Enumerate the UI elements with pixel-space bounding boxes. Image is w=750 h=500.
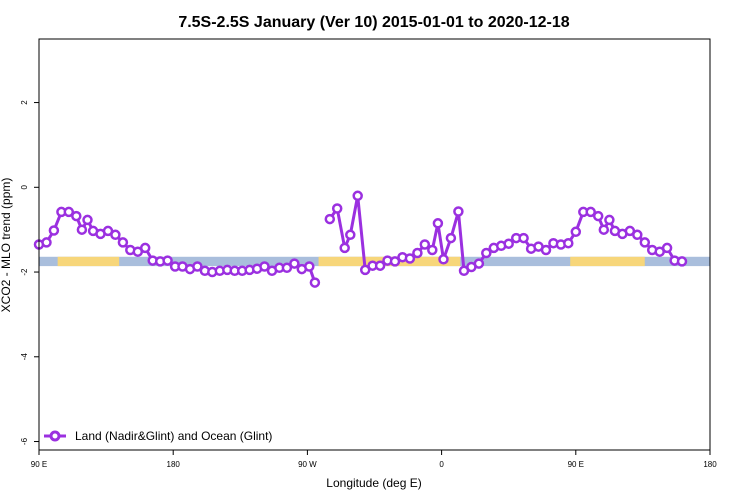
data-point-1-39 bbox=[604, 214, 615, 226]
data-point-1-5 bbox=[359, 264, 371, 276]
data-point-1-22 bbox=[481, 247, 492, 259]
data-point-0-18 bbox=[162, 255, 173, 266]
data-point-0-34 bbox=[281, 262, 293, 274]
data-point-1-37 bbox=[592, 210, 604, 222]
data-point-1-7 bbox=[374, 260, 386, 271]
data-point-1-2 bbox=[339, 242, 350, 254]
data-point-1-11 bbox=[404, 253, 416, 264]
data-point-1-25 bbox=[503, 238, 514, 249]
data-point-0-2 bbox=[48, 225, 60, 236]
y-axis: 2 0 -2 -4 -6 bbox=[20, 100, 39, 445]
data-point-1-0 bbox=[324, 213, 336, 225]
y-tick-label-0: 2 bbox=[20, 100, 29, 105]
y-tick-label-4: -6 bbox=[20, 437, 29, 445]
x-tick-label-3: 0 bbox=[439, 460, 444, 469]
data-point-0-38 bbox=[309, 277, 321, 288]
data-point-1-17 bbox=[445, 232, 457, 244]
data-point-1-4 bbox=[352, 190, 363, 202]
data-point-0-15 bbox=[139, 242, 151, 254]
x-axis-label: Longitude (deg E) bbox=[326, 476, 421, 490]
data-point-1-1 bbox=[331, 203, 343, 214]
data-point-1-18 bbox=[453, 206, 464, 217]
plot-frame bbox=[38, 38, 711, 451]
y-tick-label-3: -4 bbox=[20, 353, 29, 361]
data-point-1-47 bbox=[661, 242, 673, 254]
data-point-0-37 bbox=[304, 261, 315, 272]
data-point-0-31 bbox=[259, 261, 270, 272]
data-point-0-35 bbox=[289, 258, 300, 269]
data-point-1-27 bbox=[518, 232, 529, 244]
x-tick-label-2: 90 W bbox=[298, 460, 317, 469]
data-point-1-34 bbox=[570, 226, 582, 238]
x-tick-label-4: 90 E bbox=[568, 460, 584, 469]
chart-title: 7.5S-2.5S January (Ver 10) 2015-01-01 to… bbox=[178, 14, 569, 31]
data-point-0-5 bbox=[71, 210, 82, 222]
data-point-1-44 bbox=[639, 237, 651, 248]
data-point-1-43 bbox=[632, 229, 643, 241]
data-point-0-4 bbox=[63, 206, 75, 218]
land-band-0 bbox=[57, 256, 120, 267]
legend: Land (Nadir&Glint) and Ocean (Glint) bbox=[44, 429, 272, 443]
data-point-1-38 bbox=[598, 224, 610, 235]
data-point-1-33 bbox=[563, 237, 574, 249]
data-point-1-36 bbox=[585, 206, 596, 218]
data-point-1-49 bbox=[676, 256, 688, 267]
x-tick-label-0: 90 E bbox=[31, 460, 47, 469]
data-point-1-14 bbox=[427, 244, 438, 256]
data-point-0-12 bbox=[117, 237, 129, 248]
data-point-1-16 bbox=[438, 254, 449, 265]
data-point-0-22 bbox=[192, 261, 203, 272]
legend-marker bbox=[49, 430, 61, 442]
data-point-0-7 bbox=[82, 214, 93, 226]
y-tick-label-1: 0 bbox=[20, 185, 29, 190]
series-layer bbox=[33, 190, 688, 288]
data-point-1-12 bbox=[412, 247, 423, 259]
data-point-1-30 bbox=[540, 244, 552, 256]
x-tick-label-1: 180 bbox=[167, 460, 181, 469]
y-tick-label-2: -2 bbox=[20, 268, 29, 276]
data-point-1-9 bbox=[389, 256, 401, 267]
legend-label: Land (Nadir&Glint) and Ocean (Glint) bbox=[75, 429, 272, 443]
data-point-1-3 bbox=[345, 229, 356, 241]
data-point-1-21 bbox=[473, 258, 485, 269]
data-point-1-15 bbox=[432, 218, 444, 229]
land-band-2 bbox=[570, 256, 645, 267]
x-tick-label-5: 180 bbox=[703, 460, 717, 469]
data-point-0-11 bbox=[110, 229, 121, 241]
data-point-0-6 bbox=[76, 224, 88, 235]
data-point-0-1 bbox=[41, 237, 52, 248]
x-axis: 90 E 180 90 W 0 90 E 180 bbox=[31, 450, 717, 469]
data-point-1-13 bbox=[419, 239, 431, 250]
y-axis-label: XCO2 - MLO trend (ppm) bbox=[0, 178, 13, 313]
